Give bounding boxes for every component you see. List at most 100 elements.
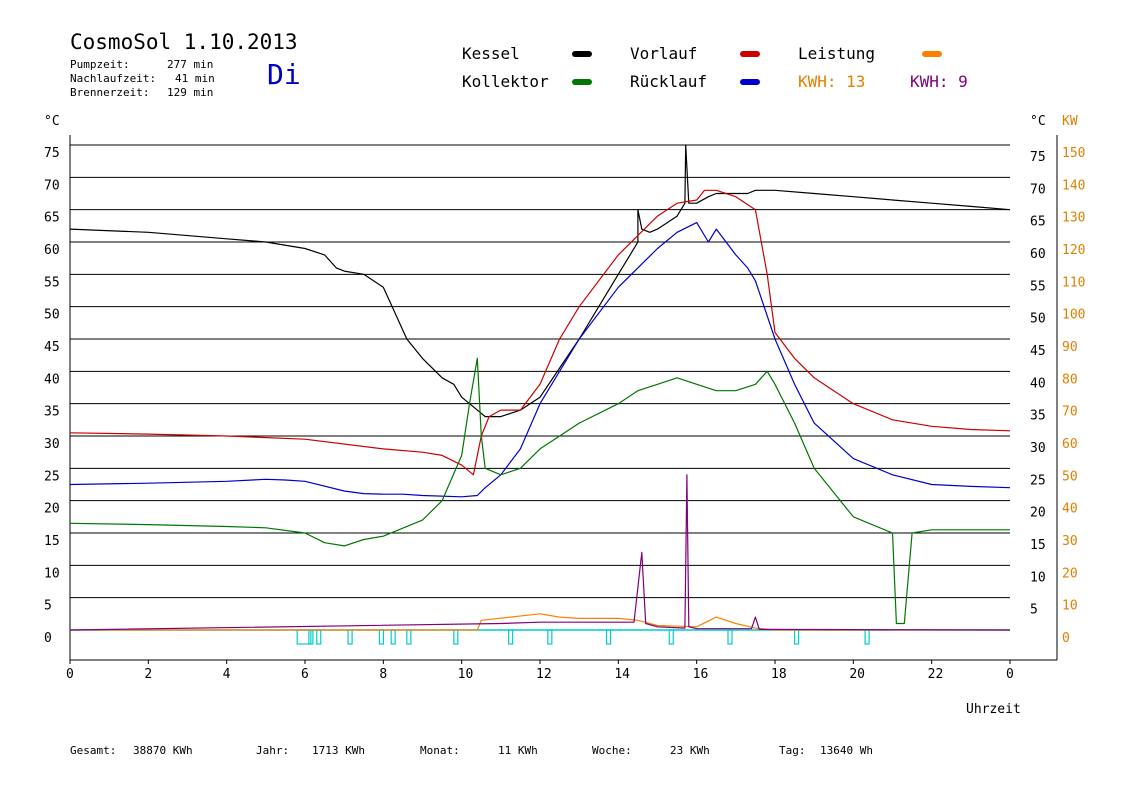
- y-tick-label-45: 45: [44, 340, 60, 355]
- left-axis-unit: °C: [44, 114, 60, 129]
- y-tick-label-50: 50: [44, 308, 60, 323]
- y-tick-label-75: 75: [44, 146, 60, 161]
- y2-tick-label-130: 130: [1062, 211, 1085, 226]
- legend-ruecklauf-swatch: [740, 79, 760, 85]
- x-tick-label-12: 0: [1006, 667, 1014, 682]
- stat-pumpzeit-value: 277 min: [167, 58, 214, 71]
- right-axis-unit-kw: KW: [1062, 114, 1078, 129]
- stat-nachlaufzeit-label: Nachlaufzeit:: [70, 72, 157, 85]
- y-tick-label-60: 60: [44, 243, 60, 258]
- legend-leistung: Leistung: [798, 44, 876, 63]
- series-ruecklauf: [69, 222, 1011, 498]
- stat-brennerzeit-label: Brennerzeit:: [70, 86, 150, 99]
- legend-kollektor: Kollektor: [462, 72, 549, 91]
- y2-tick-label-20: 20: [1062, 566, 1078, 581]
- legend-leistung-swatch: [922, 51, 942, 57]
- y-tick-label-10: 10: [44, 566, 60, 581]
- y-right-tick-label-5: 5: [1030, 603, 1038, 618]
- y-tick-label-25: 25: [44, 469, 60, 484]
- y-tick-label-30: 30: [44, 437, 60, 452]
- footer-gesamt-value: 38870 KWh: [133, 744, 193, 757]
- footer-monat-label: Monat:: [420, 744, 460, 757]
- y2-tick-label-140: 140: [1062, 178, 1085, 193]
- stat-nachlaufzeit-value: 41 min: [175, 72, 215, 85]
- y2-tick-label-80: 80: [1062, 372, 1078, 387]
- y2-tick-label-0: 0: [1062, 631, 1070, 646]
- right-axis-unit: °C: [1030, 114, 1046, 129]
- y2-tick-label-10: 10: [1062, 599, 1078, 614]
- x-tick-label-3: 6: [301, 667, 309, 682]
- legend-vorlauf-swatch: [740, 51, 760, 57]
- footer-tag-value: 13640 Wh: [820, 744, 873, 757]
- legend-kwh-purple: KWH: 9: [910, 72, 968, 91]
- y2-tick-label-110: 110: [1062, 275, 1085, 290]
- pump-pulse-13: [793, 629, 800, 645]
- y-tick-label-20: 20: [44, 502, 60, 517]
- y-right-tick-label-30: 30: [1030, 441, 1046, 456]
- chart-title: CosmoSol 1.10.2013: [70, 30, 298, 54]
- weekday-label: Di: [267, 58, 301, 91]
- y-right-tick-label-55: 55: [1030, 279, 1046, 294]
- footer-gesamt-label: Gesamt:: [70, 744, 117, 757]
- footer-woche-value: 23 KWh: [670, 744, 710, 757]
- series-leistung: [70, 613, 1010, 631]
- legend-kessel-swatch: [572, 51, 592, 57]
- y-tick-label-15: 15: [44, 534, 60, 549]
- y-right-tick-label-25: 25: [1030, 473, 1046, 488]
- y2-tick-label-90: 90: [1062, 340, 1078, 355]
- pump-pulse-10: [605, 629, 612, 645]
- x-tick-label-9: 18: [771, 667, 787, 682]
- y-right-tick-label-20: 20: [1030, 506, 1046, 521]
- y2-tick-label-40: 40: [1062, 502, 1078, 517]
- y2-tick-label-120: 120: [1062, 243, 1085, 258]
- footer-monat-value: 11 KWh: [498, 744, 538, 757]
- x-tick-label-0: 0: [66, 667, 74, 682]
- pump-pulse-8: [508, 629, 514, 645]
- y-tick-label-40: 40: [44, 372, 60, 387]
- y2-tick-label-60: 60: [1062, 437, 1078, 452]
- y-tick-label-35: 35: [44, 405, 60, 420]
- footer-jahr-label: Jahr:: [256, 744, 290, 757]
- legend-vorlauf: Vorlauf: [630, 44, 698, 63]
- pump-pulse-9: [547, 629, 553, 645]
- pump-pulse-12: [727, 629, 733, 645]
- x-tick-label-11: 22: [928, 667, 944, 682]
- pump-pulse-11: [668, 629, 674, 645]
- stat-pumpzeit-label: Pumpzeit:: [70, 58, 130, 71]
- y-right-tick-label-40: 40: [1030, 376, 1046, 391]
- y-right-tick-label-35: 35: [1030, 409, 1046, 424]
- y-right-tick-label-75: 75: [1030, 150, 1046, 165]
- y-tick-label-5: 5: [44, 599, 52, 614]
- series-kessel: [69, 144, 1011, 418]
- legend-kwh-orange: KWH: 13: [798, 72, 866, 91]
- pump-pulse-6: [406, 629, 412, 645]
- y-right-tick-label-45: 45: [1030, 344, 1046, 359]
- y-right-tick-label-65: 65: [1030, 215, 1046, 230]
- y2-tick-label-150: 150: [1062, 146, 1085, 161]
- x-axis-label: Uhrzeit: [966, 702, 1021, 717]
- y-right-tick-label-15: 15: [1030, 538, 1046, 553]
- x-tick-label-6: 12: [536, 667, 552, 682]
- x-tick-label-2: 4: [223, 667, 231, 682]
- y-tick-label-0: 0: [44, 631, 52, 646]
- y-tick-label-55: 55: [44, 275, 60, 290]
- y-right-tick-label-60: 60: [1030, 247, 1046, 262]
- stat-brennerzeit-value: 129 min: [167, 86, 214, 99]
- series-vorlauf: [69, 189, 1011, 476]
- y-right-tick-label-50: 50: [1030, 312, 1046, 327]
- x-tick-label-8: 16: [693, 667, 709, 682]
- x-tick-label-7: 14: [614, 667, 630, 682]
- pump-pulse-3: [347, 629, 353, 645]
- y-right-tick-label-70: 70: [1030, 182, 1046, 197]
- pump-pulse-2: [316, 629, 322, 645]
- y2-tick-label-50: 50: [1062, 469, 1078, 484]
- y2-tick-label-100: 100: [1062, 308, 1085, 323]
- y-tick-label-65: 65: [44, 211, 60, 226]
- legend-kessel: Kessel: [462, 44, 520, 63]
- y-right-tick-label-10: 10: [1030, 570, 1046, 585]
- footer-tag-label: Tag:: [779, 744, 806, 757]
- footer-jahr-value: 1713 KWh: [312, 744, 365, 757]
- y2-tick-label-70: 70: [1062, 405, 1078, 420]
- pump-pulse-5: [390, 629, 396, 645]
